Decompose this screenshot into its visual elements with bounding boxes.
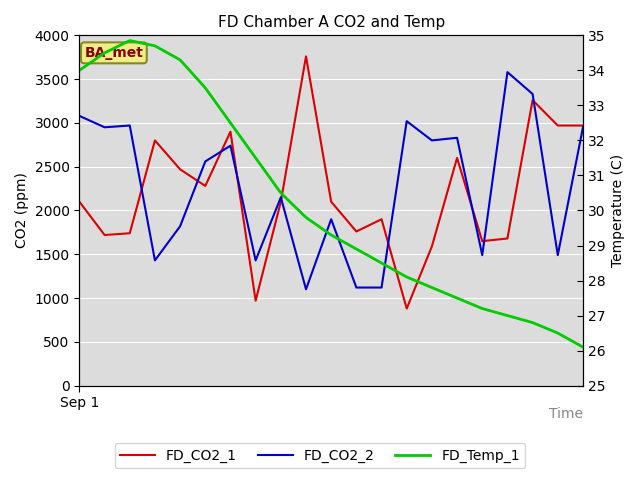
FD_CO2_1 (428, 243, 436, 249)
Title: FD Chamber A CO2 and Temp: FD Chamber A CO2 and Temp (218, 15, 445, 30)
FD_Temp_1 (212, 100, 220, 106)
FD_CO2_2 (529, 91, 536, 97)
Line: FD_CO2_2: FD_CO2_2 (79, 72, 583, 289)
FD_Temp_1 (76, 68, 83, 73)
FD_Temp_1 (556, 332, 564, 337)
FD_CO2_2 (252, 257, 259, 263)
Line: FD_Temp_1: FD_Temp_1 (79, 41, 583, 347)
FD_CO2_1 (76, 199, 83, 204)
FD_Temp_1 (126, 38, 134, 44)
FD_CO2_1 (277, 199, 285, 204)
FD_CO2_2 (227, 143, 234, 148)
FD_CO2_1 (579, 123, 587, 129)
FD_CO2_1 (554, 123, 562, 129)
FD_CO2_2 (126, 123, 134, 129)
Text: BA_met: BA_met (84, 46, 143, 60)
FD_CO2_1 (252, 298, 259, 303)
FD_CO2_2 (579, 124, 587, 130)
FD_CO2_1 (353, 228, 360, 234)
FD_CO2_2 (504, 69, 511, 75)
FD_CO2_1 (202, 183, 209, 189)
FD_Temp_1 (106, 48, 114, 53)
FD_CO2_2 (378, 285, 385, 290)
FD_CO2_2 (353, 285, 360, 290)
FD_CO2_1 (151, 138, 159, 144)
FD_CO2_2 (176, 223, 184, 229)
FD_CO2_2 (277, 194, 285, 200)
FD_CO2_1 (176, 167, 184, 172)
FD_CO2_1 (504, 236, 511, 241)
FD_CO2_1 (227, 129, 234, 134)
Text: Time: Time (549, 407, 583, 420)
FD_Temp_1 (579, 344, 587, 350)
FD_CO2_1 (403, 306, 410, 312)
FD_CO2_2 (554, 252, 562, 258)
FD_CO2_2 (202, 158, 209, 164)
FD_CO2_2 (151, 257, 159, 263)
FD_CO2_2 (76, 113, 83, 119)
FD_CO2_1 (327, 199, 335, 204)
FD_CO2_1 (479, 238, 486, 244)
Y-axis label: CO2 (ppm): CO2 (ppm) (15, 172, 29, 249)
FD_Temp_1 (96, 53, 104, 59)
FD_CO2_1 (100, 232, 108, 238)
FD_CO2_1 (302, 53, 310, 59)
FD_CO2_1 (126, 230, 134, 236)
FD_CO2_2 (327, 216, 335, 222)
Legend: FD_CO2_1, FD_CO2_2, FD_Temp_1: FD_CO2_1, FD_CO2_2, FD_Temp_1 (115, 443, 525, 468)
FD_CO2_2 (453, 135, 461, 141)
FD_Temp_1 (539, 324, 547, 330)
FD_CO2_2 (479, 252, 486, 258)
FD_CO2_2 (100, 124, 108, 130)
Y-axis label: Temperature (C): Temperature (C) (611, 154, 625, 267)
FD_Temp_1 (172, 54, 179, 60)
FD_CO2_1 (453, 155, 461, 161)
FD_CO2_2 (428, 138, 436, 144)
FD_CO2_2 (302, 287, 310, 292)
Line: FD_CO2_1: FD_CO2_1 (79, 56, 583, 309)
FD_CO2_1 (529, 97, 536, 103)
FD_CO2_2 (403, 118, 410, 124)
FD_CO2_1 (378, 216, 385, 222)
